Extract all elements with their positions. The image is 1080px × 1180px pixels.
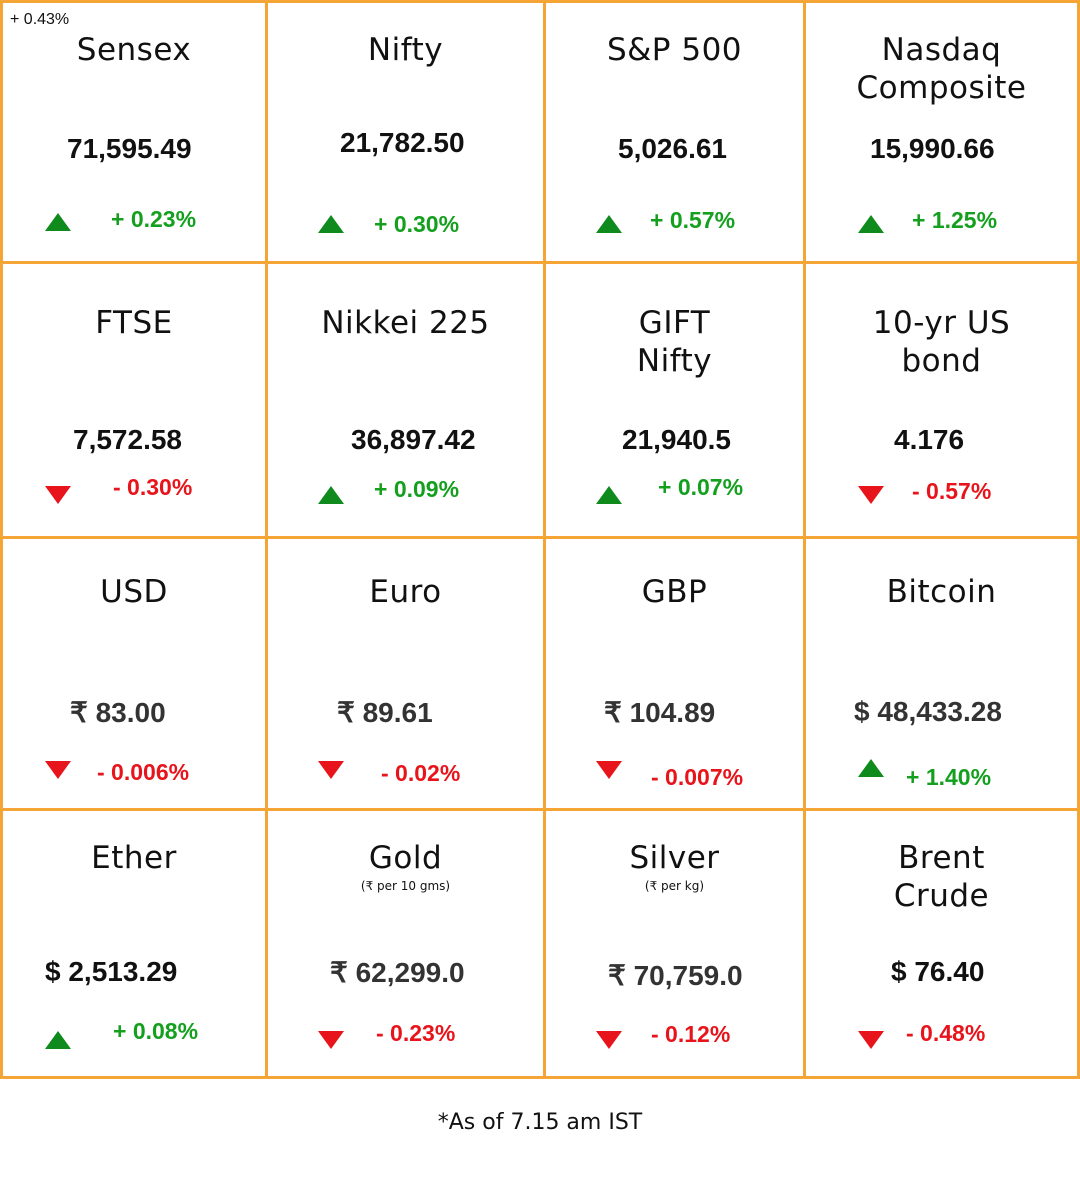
triangle-down-icon	[858, 1031, 884, 1049]
instrument-name: FTSE	[95, 305, 173, 341]
market-cell: Euro ₹ 89.61 - 0.02%	[268, 539, 543, 808]
percent-change: + 1.40%	[906, 764, 992, 790]
triangle-down-icon	[596, 1031, 622, 1049]
instrument-value: ₹ 62,299.0	[330, 957, 465, 988]
instrument-value: 21,940.5	[622, 424, 731, 455]
percent-change: + 0.30%	[374, 211, 460, 237]
grid-line	[0, 536, 1080, 539]
instrument-value: 5,026.61	[618, 133, 727, 164]
market-cell: Gold (₹ per 10 gms) ₹ 62,299.0 - 0.23%	[268, 811, 543, 1076]
percent-change: + 0.23%	[111, 206, 197, 232]
instrument-value: ₹ 70,759.0	[608, 960, 743, 991]
triangle-down-icon	[596, 761, 622, 779]
instrument-value: ₹ 83.00	[70, 697, 166, 728]
market-cell: GBP ₹ 104.89 - 0.007%	[546, 539, 803, 808]
instrument-name: GBP	[641, 574, 708, 610]
instrument-value: 15,990.66	[870, 133, 995, 164]
percent-change: - 0.57%	[912, 478, 992, 504]
instrument-name: S&P 500	[606, 32, 743, 68]
triangle-up-icon	[45, 1031, 71, 1049]
instrument-name: Euro	[369, 574, 442, 610]
percent-change: - 0.23%	[376, 1020, 456, 1046]
market-cell: GIFT Nifty 21,940.5 + 0.07%	[546, 264, 803, 536]
market-cell: S&P 500 5,026.61 + 0.57%	[546, 3, 803, 261]
triangle-down-icon	[858, 486, 884, 504]
triangle-down-icon	[45, 761, 71, 779]
instrument-name: Bitcoin	[886, 574, 997, 610]
percent-change: + 1.25%	[912, 207, 998, 233]
percent-change: - 0.006%	[97, 759, 190, 785]
triangle-down-icon	[318, 1031, 344, 1049]
instrument-name: Ether	[91, 840, 177, 876]
percent-change: + 0.07%	[658, 474, 744, 500]
market-cell: Nikkei 225 36,897.42 + 0.09%	[268, 264, 543, 536]
instrument-name: Nikkei 225	[321, 305, 490, 341]
percent-change: - 0.02%	[381, 760, 461, 786]
triangle-up-icon	[45, 213, 71, 231]
market-cell: Ether $ 2,513.29 + 0.08%	[3, 811, 265, 1076]
percent-change: + 0.08%	[113, 1018, 199, 1044]
triangle-up-icon	[858, 215, 884, 233]
percent-change: - 0.12%	[651, 1021, 731, 1047]
triangle-up-icon	[858, 759, 884, 777]
instrument-value: 36,897.42	[351, 424, 476, 455]
instrument-value: ₹ 104.89	[604, 697, 716, 728]
instrument-unit: (₹ per 10 gms)	[360, 879, 451, 893]
instrument-name: Nasdaq Composite	[856, 32, 1027, 106]
percent-change: + 0.09%	[374, 476, 460, 502]
corner-note: + 0.43%	[10, 11, 70, 28]
percent-change: - 0.30%	[113, 474, 193, 500]
triangle-down-icon	[318, 761, 344, 779]
percent-change: - 0.48%	[906, 1020, 986, 1046]
grid-line	[803, 0, 806, 1079]
instrument-name: 10-yr US bond	[872, 305, 1011, 379]
triangle-up-icon	[596, 215, 622, 233]
market-cell: USD ₹ 83.00 - 0.006%	[3, 539, 265, 808]
instrument-name: Silver	[629, 840, 720, 876]
market-grid	[0, 0, 1080, 1079]
instrument-value: $ 76.40	[891, 956, 985, 987]
instrument-name: USD	[100, 574, 168, 610]
grid-line	[0, 0, 3, 1079]
triangle-up-icon	[318, 486, 344, 504]
percent-change: - 0.007%	[651, 764, 744, 790]
instrument-value: $ 2,513.29	[45, 956, 178, 987]
percent-change: + 0.57%	[650, 207, 736, 233]
grid-line	[0, 261, 1080, 264]
instrument-name: Nifty	[367, 32, 444, 68]
instrument-value: 21,782.50	[340, 127, 465, 158]
instrument-name: Gold	[368, 840, 443, 876]
grid-line	[0, 0, 1080, 3]
grid-line	[265, 0, 268, 1079]
triangle-up-icon	[318, 215, 344, 233]
instrument-value: 7,572.58	[73, 424, 182, 455]
triangle-up-icon	[596, 486, 622, 504]
triangle-down-icon	[45, 486, 71, 504]
instrument-unit: (₹ per kg)	[644, 879, 705, 893]
footnote: *As of 7.15 am IST	[437, 1110, 643, 1135]
market-cell: Nasdaq Composite 15,990.66 + 1.25%	[806, 3, 1077, 261]
grid-line	[1077, 0, 1080, 1079]
instrument-value: $ 48,433.28	[854, 696, 1002, 727]
market-cell: FTSE 7,572.58 - 0.30%	[3, 264, 265, 536]
grid-line	[543, 0, 546, 1076]
market-cell: Brent Crude $ 76.40 - 0.48%	[806, 811, 1077, 1076]
instrument-value: ₹ 89.61	[337, 697, 433, 728]
instrument-name: GIFT Nifty	[636, 305, 713, 379]
grid-line	[0, 808, 1080, 811]
market-cell: Nifty 21,782.50 + 0.30%	[268, 3, 543, 261]
market-cell: Sensex 71,595.49 + 0.23%	[3, 3, 265, 261]
market-cell: Bitcoin $ 48,433.28 + 1.40%	[806, 539, 1077, 808]
instrument-name: Sensex	[76, 32, 192, 68]
market-cell: Silver (₹ per kg) ₹ 70,759.0 - 0.12%	[546, 811, 803, 1076]
market-cell: 10-yr US bond 4.176 - 0.57%	[806, 264, 1077, 536]
instrument-value: 4.176	[894, 424, 965, 455]
grid-line	[0, 1076, 1080, 1079]
instrument-value: 71,595.49	[67, 133, 192, 164]
instrument-name: Brent Crude	[893, 840, 990, 914]
